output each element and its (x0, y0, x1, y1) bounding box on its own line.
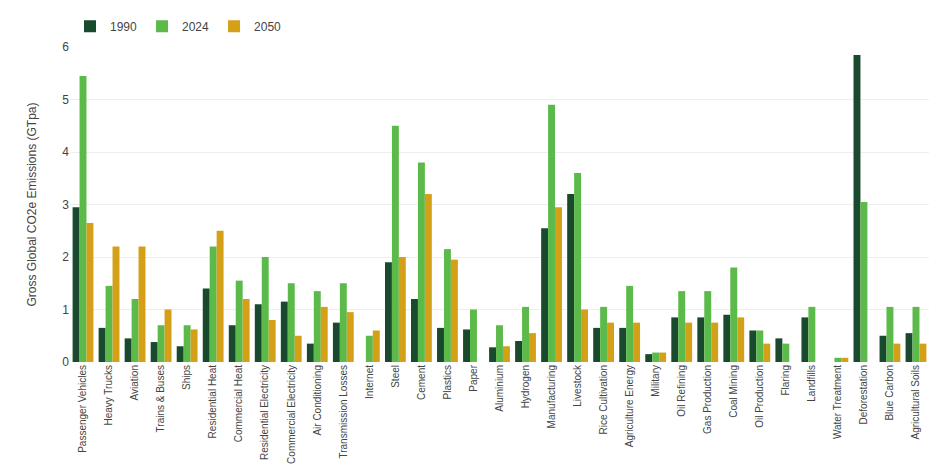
svg-text:Military: Military (650, 365, 661, 397)
svg-text:Trains & Buses: Trains & Buses (155, 365, 166, 432)
svg-text:Oil Refining: Oil Refining (676, 365, 687, 417)
svg-text:Commercial Heat: Commercial Heat (233, 365, 244, 442)
svg-text:5: 5 (62, 93, 69, 107)
svg-text:Rice Cultivation: Rice Cultivation (598, 365, 609, 434)
svg-text:Livestock: Livestock (572, 364, 583, 407)
svg-text:Residential Heat: Residential Heat (207, 365, 218, 439)
svg-text:Agriculture Energy: Agriculture Energy (624, 365, 635, 447)
svg-text:Steel: Steel (390, 365, 401, 388)
svg-text:1990: 1990 (110, 20, 137, 34)
svg-text:Coal Mining: Coal Mining (728, 365, 739, 418)
svg-text:Heavy Trucks: Heavy Trucks (103, 365, 114, 426)
svg-text:Commercial Electricity: Commercial Electricity (286, 365, 297, 464)
svg-text:6: 6 (62, 40, 69, 54)
svg-text:2: 2 (62, 250, 69, 264)
svg-text:Gas Production: Gas Production (702, 365, 713, 434)
svg-text:2024: 2024 (182, 20, 209, 34)
svg-text:Blue Carbon: Blue Carbon (884, 365, 895, 421)
svg-text:Paper: Paper (468, 364, 479, 391)
svg-text:Landfills: Landfills (806, 365, 817, 402)
svg-text:Passenger Vehicles: Passenger Vehicles (77, 365, 88, 453)
svg-text:3: 3 (62, 198, 69, 212)
svg-text:Agricultural Soils: Agricultural Soils (910, 365, 921, 439)
svg-text:Transmission Losses: Transmission Losses (338, 365, 349, 459)
svg-text:Water Treatment: Water Treatment (832, 365, 843, 439)
svg-text:1: 1 (62, 303, 69, 317)
svg-text:Aviation: Aviation (129, 365, 140, 400)
svg-text:Flaring: Flaring (780, 365, 791, 396)
svg-text:2050: 2050 (254, 20, 281, 34)
svg-text:Deforestation: Deforestation (858, 365, 869, 424)
svg-text:0: 0 (62, 355, 69, 369)
svg-text:Hydrogen: Hydrogen (520, 365, 531, 408)
svg-text:Gross Global CO2e Emissions (G: Gross Global CO2e Emissions (GTpa) (25, 102, 39, 306)
svg-text:Air Conditioning: Air Conditioning (312, 365, 323, 436)
svg-text:Ships: Ships (181, 365, 192, 390)
svg-text:Aluminium: Aluminium (494, 365, 505, 412)
svg-text:Plastics: Plastics (442, 365, 453, 399)
svg-text:Residential Electricity: Residential Electricity (259, 365, 270, 460)
svg-text:4: 4 (62, 145, 69, 159)
svg-text:Manufacturing: Manufacturing (546, 365, 557, 428)
svg-text:Cement: Cement (416, 365, 427, 400)
svg-text:Oil Production: Oil Production (754, 365, 765, 428)
svg-text:Internet: Internet (364, 365, 375, 399)
